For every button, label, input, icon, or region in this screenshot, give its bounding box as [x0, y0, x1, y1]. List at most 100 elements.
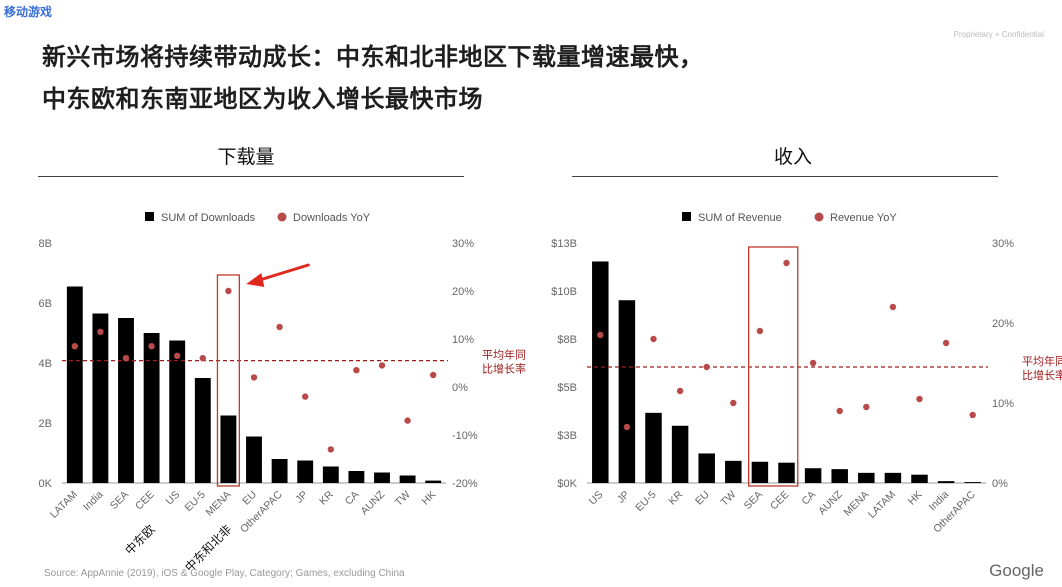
downloads-yoy-dot: [353, 367, 360, 374]
downloads-left-tick: 2B: [39, 418, 52, 430]
revenue-yoy-dot: [942, 339, 950, 347]
downloads-yoy-dot: [97, 328, 104, 335]
downloads-category-label: CA: [343, 489, 362, 508]
revenue-left-tick: $5B: [557, 382, 577, 394]
revenue-right-tick: 30%: [992, 238, 1014, 250]
headline-line-1: 新兴市场将持续带动成长：中东和北非地区下载量增速最快，: [42, 43, 704, 71]
revenue-bar: [778, 462, 795, 483]
revenue-category-label: AUNZ: [816, 488, 845, 517]
revenue-yoy-dot: [650, 335, 657, 343]
downloads-category-label: HK: [420, 489, 439, 508]
downloads-legend-dot-swatch: [277, 212, 287, 222]
downloads-bar: [246, 436, 262, 483]
downloads-left-tick: 4B: [39, 358, 52, 370]
corner-tag: 移动游戏: [4, 5, 53, 19]
downloads-category-label: KR: [317, 488, 336, 507]
downloads-right-tick: -20%: [452, 478, 478, 490]
revenue-yoy-dot: [597, 331, 604, 339]
downloads-yoy-dot: [378, 362, 386, 369]
revenue-yoy-dot: [809, 359, 817, 367]
revenue-bar: [884, 472, 902, 483]
downloads-arrow-shaft: [254, 263, 310, 283]
source-note: Source: AppAnnie (2019), iOS & Google Pl…: [44, 568, 405, 579]
downloads-bar: [66, 286, 83, 483]
revenue-left-tick: $8B: [557, 334, 577, 346]
downloads-bar: [143, 333, 160, 483]
revenue-yoy-dot: [836, 407, 843, 415]
revenue-legend-bar-swatch: [682, 212, 691, 221]
downloads-category-label: EU: [240, 489, 259, 508]
revenue-yoy-dot: [783, 259, 790, 267]
downloads-yoy-dot: [276, 323, 283, 331]
downloads-bar: [322, 466, 339, 483]
proprietary-label: Proprietary + Confidential: [953, 30, 1045, 39]
downloads-category-label: JP: [293, 489, 310, 506]
downloads-bar: [118, 318, 134, 483]
revenue-yoy-dot: [969, 411, 976, 419]
downloads-yoy-dot: [327, 446, 334, 453]
revenue-right-tick: 0%: [992, 478, 1008, 490]
downloads-yoy-dot: [174, 352, 181, 359]
downloads-bar: [348, 471, 365, 483]
revenue-yoy-dot: [863, 403, 870, 411]
downloads-category-label: US: [164, 489, 183, 508]
downloads-bar: [271, 459, 288, 483]
downloads-bar: [169, 340, 186, 483]
revenue-left-tick: $13B: [551, 238, 577, 250]
revenue-avg-label-1: 平均年同: [1022, 354, 1062, 368]
downloads-right-tick: 0%: [452, 382, 468, 394]
revenue-legend-dot-label: Revenue YoY: [830, 212, 897, 224]
downloads-legend-bar-label: SUM of Downloads: [161, 212, 256, 224]
downloads-yoy-dot: [404, 417, 411, 424]
downloads-bar: [220, 415, 237, 483]
downloads-legend-bar-swatch: [145, 212, 154, 221]
downloads-left-tick: 8B: [39, 238, 52, 250]
headline-line-2: 中东欧和东南亚地区为收入增长最快市场: [42, 85, 483, 113]
downloads-yoy-dot: [225, 287, 232, 295]
downloads-right-tick: 30%: [452, 238, 474, 250]
revenue-avg-label-2: 比增长率: [1022, 368, 1062, 382]
downloads-bar: [374, 472, 390, 483]
revenue-category-label: EU: [693, 489, 712, 508]
revenue-bar: [751, 461, 769, 483]
revenue-left-tick: $0K: [557, 478, 577, 490]
downloads-category-label: CEE: [133, 489, 157, 513]
downloads-chart: SUM of Downloads Downloads YoY 0K 2B 4B 6B 8B -…: [39, 212, 526, 575]
downloads-left-tick: 0K: [39, 478, 53, 490]
revenue-bar: [592, 261, 609, 483]
revenue-chart: SUM of Revenue Revenue YoY $0K $3B $5B $8B $10…: [551, 212, 1062, 535]
downloads-avg-label-1: 平均年同: [482, 348, 526, 362]
revenue-bar: [618, 300, 636, 483]
revenue-panel-rule: [572, 176, 998, 177]
revenue-bar: [964, 482, 981, 483]
downloads-yoy-dot: [199, 355, 206, 362]
downloads-yoy-dot: [302, 393, 309, 400]
downloads-yoy-dot: [250, 374, 258, 381]
revenue-category-label: KR: [666, 488, 685, 507]
revenue-category-label: CEE: [768, 489, 792, 513]
downloads-yoy-dot: [148, 343, 155, 350]
revenue-right-tick: 20%: [992, 318, 1014, 330]
downloads-right-tick: 20%: [452, 286, 474, 298]
downloads-legend-dot-label: Downloads YoY: [293, 212, 371, 224]
revenue-highlight-box: [748, 246, 799, 487]
revenue-bar: [937, 481, 955, 483]
revenue-category-label: SEA: [742, 489, 765, 512]
downloads-region-label: 中东和北非: [181, 522, 234, 575]
revenue-yoy-dot: [730, 399, 737, 407]
revenue-legend-bar-label: SUM of Revenue: [698, 212, 782, 224]
revenue-category-label: EU-5: [633, 489, 659, 515]
revenue-bar: [645, 412, 662, 483]
downloads-right-tick: -10%: [452, 430, 478, 442]
revenue-yoy-dot: [703, 363, 710, 371]
revenue-bar: [671, 425, 689, 483]
revenue-left-tick: $10B: [551, 286, 577, 298]
revenue-bar: [911, 474, 928, 483]
downloads-bar: [425, 480, 442, 483]
revenue-panel-title: 收入: [773, 146, 812, 168]
revenue-yoy-dot: [889, 303, 897, 311]
downloads-bar: [92, 313, 109, 483]
revenue-bar: [804, 468, 822, 483]
downloads-avg-label-2: 比增长率: [482, 362, 526, 376]
downloads-bar: [399, 475, 416, 483]
